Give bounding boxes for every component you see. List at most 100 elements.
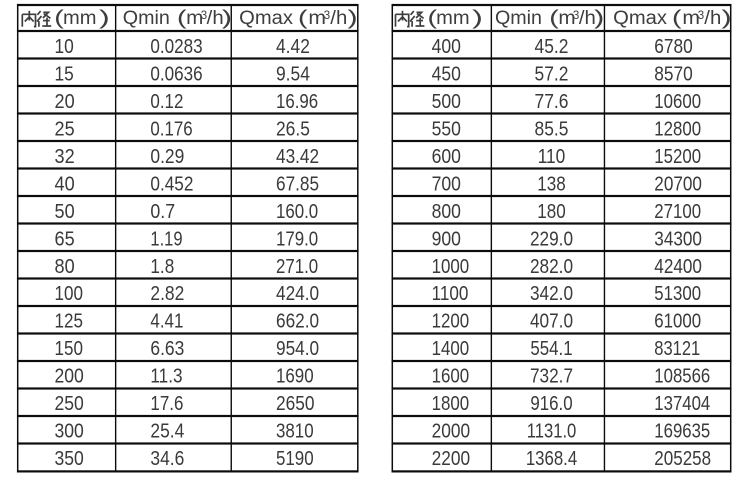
svg-text:137404: 137404 [654,393,710,415]
svg-text:12800: 12800 [654,118,701,140]
svg-text:61000: 61000 [654,311,701,333]
svg-text:(: ( [177,8,187,30]
svg-text:229.0: 229.0 [530,228,573,250]
svg-text:Qmax: Qmax [239,8,293,29]
svg-text:mm: mm [63,8,97,29]
svg-text:0.12: 0.12 [150,91,183,113]
svg-text:100: 100 [55,283,83,305]
svg-text:1131.0: 1131.0 [527,421,577,443]
svg-text:954.0: 954.0 [276,338,319,360]
svg-text:138: 138 [537,173,565,195]
svg-text:2000: 2000 [432,421,470,443]
svg-text:169635: 169635 [654,421,710,443]
svg-text:57.2: 57.2 [535,64,569,86]
svg-text:(: ( [549,8,559,30]
svg-text:9.54: 9.54 [276,64,310,86]
svg-text:Qmax: Qmax [613,8,667,29]
svg-text:1.19: 1.19 [150,228,182,250]
svg-text:3: 3 [573,10,579,22]
svg-text:15200: 15200 [654,146,701,168]
svg-text:400: 400 [432,36,461,58]
svg-text:32: 32 [55,146,75,168]
svg-text:10: 10 [55,36,74,58]
svg-text:mm: mm [436,8,470,29]
svg-text:(: ( [427,8,437,30]
svg-text:): ) [222,8,232,30]
svg-text:27100: 27100 [654,201,701,223]
svg-text:): ) [472,8,483,30]
svg-text:0.0283: 0.0283 [150,36,202,58]
svg-text:4.42: 4.42 [276,36,310,58]
svg-text:180: 180 [537,201,565,223]
svg-text:25: 25 [55,118,75,140]
svg-text:65: 65 [55,228,75,250]
svg-text:20700: 20700 [654,173,702,195]
svg-text:3: 3 [324,10,330,22]
svg-text:10600: 10600 [654,91,701,113]
svg-text:271.0: 271.0 [276,256,318,278]
svg-text:17.6: 17.6 [150,393,183,415]
svg-text:): ) [722,8,732,30]
svg-text:(: ( [672,8,682,30]
svg-text:2650: 2650 [276,393,314,415]
svg-text:424.0: 424.0 [276,283,319,305]
svg-text:(: ( [54,8,64,30]
svg-text:1200: 1200 [432,311,470,333]
svg-text:732.7: 732.7 [530,366,573,388]
svg-text:300: 300 [55,421,84,443]
svg-text:1368.4: 1368.4 [526,448,577,470]
svg-text:160.0: 160.0 [276,201,318,223]
svg-text:m: m [558,8,575,29]
svg-text:500: 500 [432,91,461,113]
svg-text:4.41: 4.41 [150,311,183,333]
svg-text:): ) [594,8,604,30]
svg-text:83121: 83121 [654,338,700,360]
svg-text:1800: 1800 [432,393,470,415]
svg-text:407.0: 407.0 [530,311,573,333]
svg-text:2200: 2200 [432,448,470,470]
svg-text:554.1: 554.1 [530,338,572,360]
svg-text:67.85: 67.85 [276,173,319,195]
svg-text:85.5: 85.5 [535,118,569,140]
svg-text:3: 3 [698,10,704,22]
svg-text:80: 80 [55,256,75,278]
svg-text:450: 450 [432,64,461,86]
svg-text:1100: 1100 [432,283,469,305]
svg-text:0.452: 0.452 [150,173,193,195]
svg-text:/h: /h [330,8,347,29]
svg-text:40: 40 [55,173,75,195]
svg-text:50: 50 [55,201,75,223]
svg-text:15: 15 [55,64,74,86]
svg-text:m: m [186,8,203,29]
svg-text:1690: 1690 [276,366,314,388]
svg-text:0.29: 0.29 [150,146,184,168]
svg-text:): ) [99,8,110,30]
svg-text:0.0636: 0.0636 [150,64,202,86]
svg-text:Qmin: Qmin [123,8,170,29]
svg-text:800: 800 [432,201,461,223]
svg-text:916.0: 916.0 [530,393,572,415]
svg-text:51300: 51300 [654,283,701,305]
svg-text:342.0: 342.0 [530,283,573,305]
svg-text:43.42: 43.42 [276,146,319,168]
svg-text:20: 20 [55,91,75,113]
svg-text:205258: 205258 [654,448,711,470]
svg-text:34300: 34300 [654,228,702,250]
svg-text:110: 110 [538,146,566,168]
svg-text:5190: 5190 [276,448,314,470]
svg-text:25.4: 25.4 [150,421,184,443]
svg-text:1400: 1400 [432,338,470,360]
svg-text:350: 350 [55,448,84,470]
svg-text:Qmin: Qmin [495,8,542,29]
svg-text:34.6: 34.6 [150,448,184,470]
svg-text:700: 700 [432,173,461,195]
svg-text:11.3: 11.3 [150,366,182,388]
svg-text:3810: 3810 [276,421,314,443]
svg-text:26.5: 26.5 [276,118,310,140]
svg-text:1.8: 1.8 [150,256,174,278]
svg-text:282.0: 282.0 [530,256,573,278]
svg-text:662.0: 662.0 [276,311,319,333]
svg-text:900: 900 [432,228,461,250]
svg-text:600: 600 [432,146,461,168]
svg-text:): ) [348,8,358,30]
